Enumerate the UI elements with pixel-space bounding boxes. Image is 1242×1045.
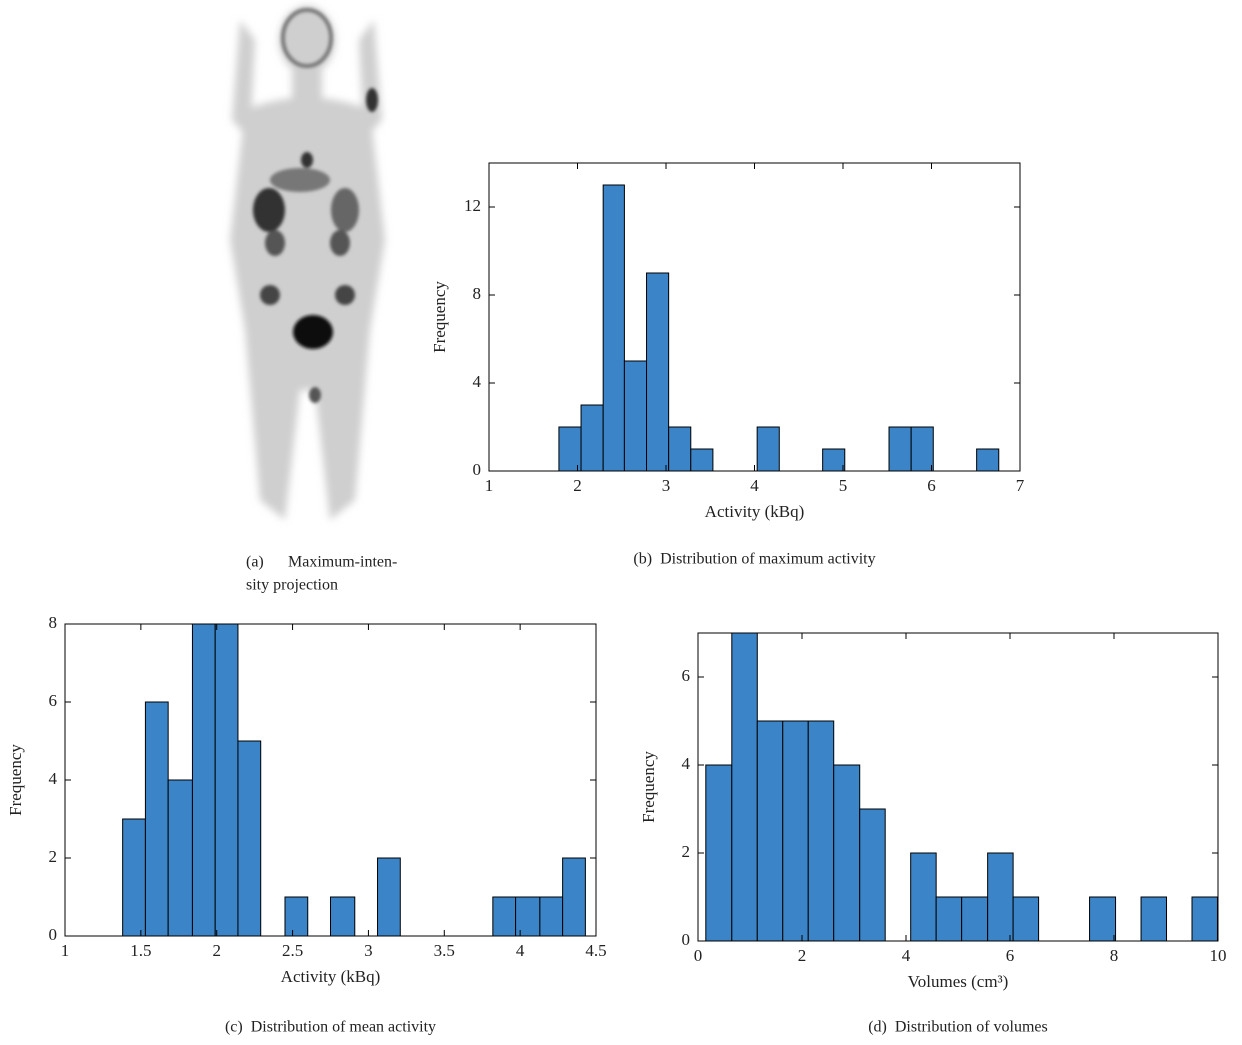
bar [377,857,401,937]
bar [705,764,733,942]
x-tick-label: 5 [839,476,848,495]
plot-frame [488,162,1021,472]
caption: Distribution of maximum activity [660,551,876,568]
bar [961,896,989,942]
y-tick-label: 8 [49,613,58,632]
x-axis-label: Activity (kBq) [281,967,381,986]
x-axis-label: Volumes (cm³) [908,972,1009,991]
bar [580,404,604,472]
bar [602,184,625,472]
y-axis-label: Frequency [430,281,449,353]
bar [1089,896,1117,942]
x-tick-label: 4 [750,476,759,495]
caption-label: (a) [246,554,264,571]
caption-label: (d) [868,1019,887,1036]
bar [1012,896,1040,942]
y-axis-label: Frequency [6,744,25,816]
bar [987,852,1014,942]
bar [515,896,541,937]
x-tick-label: 6 [927,476,936,495]
bar [756,720,784,942]
x-tick-label: 2 [212,941,221,960]
caption: Maximum-inten- [288,554,397,571]
bar [935,896,963,942]
bar [731,632,758,942]
x-tick-label: 4 [516,941,525,960]
bar [623,360,648,472]
y-tick-label: 0 [682,930,691,949]
y-tick-label: 6 [49,691,58,710]
bar [668,426,692,472]
y-tick-label: 4 [49,769,58,788]
y-tick-label: 0 [49,925,58,944]
caption: Distribution of mean activity [251,1019,436,1036]
bar [122,818,146,937]
y-tick-label: 12 [464,196,481,215]
x-tick-label: 1 [485,476,494,495]
bar [191,623,216,937]
bar [1140,896,1168,942]
y-tick-label: 4 [682,754,691,773]
x-tick-label: 6 [1006,946,1015,965]
y-axis-label: Frequency [639,751,658,823]
bar [1191,896,1218,942]
bar [690,448,714,472]
caption-label: (b) [633,551,652,568]
caption: Distribution of volumes [895,1019,1048,1036]
x-tick-label: 1.5 [130,941,151,960]
x-axis-label: Activity (kBq) [705,502,805,521]
bar [558,426,582,472]
y-tick-label: 4 [473,372,482,391]
bar [976,448,1000,472]
x-tick-label: 7 [1016,476,1025,495]
bar [833,764,861,942]
x-tick-label: 3 [364,941,373,960]
bar [646,272,670,472]
bar [284,896,309,937]
bar [214,623,239,937]
x-tick-label: 10 [1210,946,1227,965]
bar [910,852,937,942]
x-tick-label: 2 [798,946,807,965]
y-tick-label: 6 [682,666,691,685]
x-tick-label: 4 [902,946,911,965]
x-tick-label: 3 [662,476,671,495]
y-tick-label: 0 [473,460,482,479]
mip-image [230,6,385,520]
bar [539,896,564,937]
x-tick-label: 3.5 [434,941,455,960]
bar [888,426,912,472]
y-tick-label: 8 [473,284,482,303]
bar [144,701,169,937]
x-tick-label: 0 [694,946,703,965]
bar [859,808,886,942]
bar [562,857,586,937]
y-tick-label: 2 [49,847,58,866]
bar [330,896,356,937]
bar [822,448,846,472]
bar [782,720,809,942]
caption: sity projection [246,577,338,594]
x-tick-label: 2 [573,476,582,495]
x-tick-label: 2.5 [282,941,303,960]
bar [756,426,780,472]
bar [492,896,517,937]
bar [807,720,835,942]
plot-frame [697,632,1219,942]
y-tick-label: 2 [682,842,691,861]
caption-label: (c) [225,1019,243,1036]
x-tick-label: 4.5 [585,941,606,960]
x-tick-label: 8 [1110,946,1119,965]
x-tick-label: 1 [61,941,70,960]
bar [167,779,193,937]
bar [237,740,262,937]
bar [910,426,934,472]
